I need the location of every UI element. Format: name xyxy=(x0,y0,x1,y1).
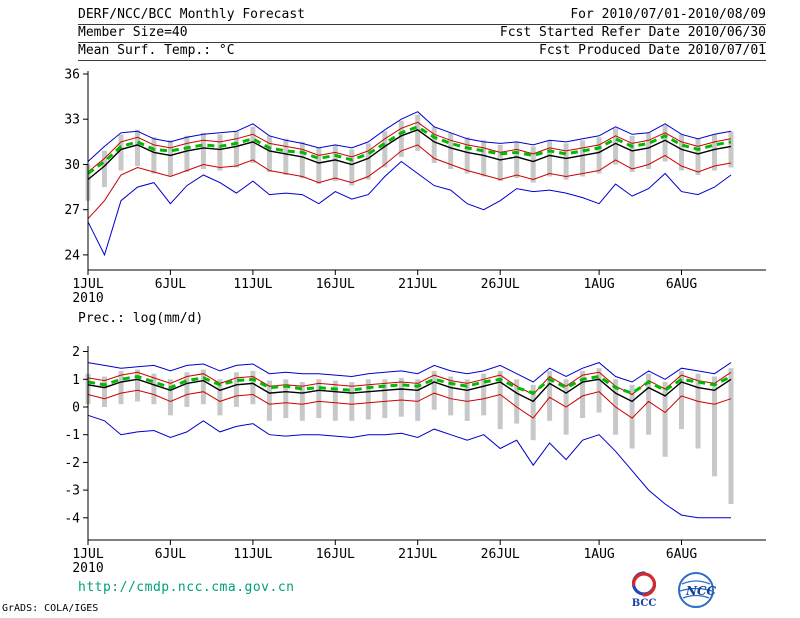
produced-date: Fcst Produced Date 2010/07/01 xyxy=(539,43,766,58)
svg-text:24: 24 xyxy=(64,248,80,263)
svg-text:-1: -1 xyxy=(64,428,80,443)
svg-text:21JUL: 21JUL xyxy=(398,547,437,562)
svg-text:36: 36 xyxy=(64,68,80,83)
svg-text:6JUL: 6JUL xyxy=(155,547,186,562)
temp-chart-title: Mean Surf. Temp.: °C xyxy=(78,43,235,58)
svg-text:26JUL: 26JUL xyxy=(481,277,520,292)
svg-text:2010: 2010 xyxy=(72,291,103,306)
svg-text:1JUL: 1JUL xyxy=(72,277,103,292)
svg-text:11JUL: 11JUL xyxy=(233,277,272,292)
svg-text:2010: 2010 xyxy=(72,561,103,574)
svg-text:-4: -4 xyxy=(64,511,80,526)
svg-text:-3: -3 xyxy=(64,484,80,499)
precip-chart-title: Prec.: log(mm/d) xyxy=(78,311,203,326)
source-url[interactable]: http://cmdp.ncc.cma.gov.cn xyxy=(78,580,295,595)
bcc-logo-label: BCC xyxy=(631,598,657,609)
svg-text:16JUL: 16JUL xyxy=(316,547,355,562)
ncc-logo: NCC xyxy=(676,570,718,610)
refer-date: Fcst Started Refer Date 2010/06/30 xyxy=(499,25,766,40)
svg-text:6AUG: 6AUG xyxy=(666,277,697,292)
precipitation-chart: Prec.: log(mm/d) -4-3-2-10121JUL20106JUL… xyxy=(64,311,766,574)
bcc-logo-icon xyxy=(631,571,657,597)
ncc-logo-icon: NCC xyxy=(678,572,717,608)
svg-text:1AUG: 1AUG xyxy=(583,547,614,562)
svg-text:16JUL: 16JUL xyxy=(316,277,355,292)
member-size: Member Size=40 xyxy=(78,25,188,40)
grads-credit: GrADS: COLA/IGES xyxy=(2,603,99,614)
logos: BCC NCC xyxy=(628,570,718,610)
svg-text:21JUL: 21JUL xyxy=(398,277,437,292)
forecast-range: For 2010/07/01-2010/08/09 xyxy=(570,7,766,22)
svg-text:2: 2 xyxy=(72,345,80,360)
header-row-2: Member Size=40 Fcst Started Refer Date 2… xyxy=(78,24,766,43)
svg-text:27: 27 xyxy=(64,203,80,218)
svg-text:26JUL: 26JUL xyxy=(481,547,520,562)
svg-text:0: 0 xyxy=(72,401,80,416)
svg-text:-2: -2 xyxy=(64,456,80,471)
page-title: DERF/NCC/BCC Monthly Forecast xyxy=(78,7,305,22)
header-row-3: Mean Surf. Temp.: °C Fcst Produced Date … xyxy=(78,42,766,61)
bcc-logo: BCC xyxy=(628,570,660,609)
svg-text:6AUG: 6AUG xyxy=(666,547,697,562)
svg-text:33: 33 xyxy=(64,113,80,128)
svg-text:6JUL: 6JUL xyxy=(155,277,186,292)
header-row-1: DERF/NCC/BCC Monthly Forecast For 2010/0… xyxy=(78,6,766,25)
svg-text:11JUL: 11JUL xyxy=(233,547,272,562)
svg-text:1JUL: 1JUL xyxy=(72,547,103,562)
svg-text:30: 30 xyxy=(64,158,80,173)
svg-text:1AUG: 1AUG xyxy=(583,277,614,292)
svg-text:1: 1 xyxy=(72,373,80,388)
ncc-logo-label: NCC xyxy=(685,584,717,598)
